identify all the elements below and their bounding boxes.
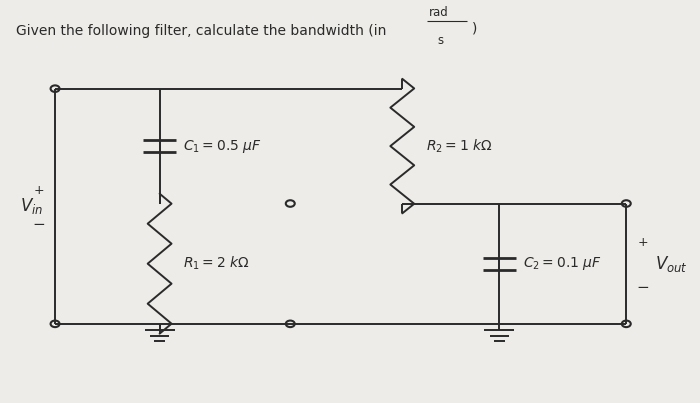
Text: $V_{in}$: $V_{in}$ <box>20 196 43 216</box>
Text: $R_2 = 1\ k\Omega$: $R_2 = 1\ k\Omega$ <box>426 137 493 155</box>
Text: $R_1 = 2\ k\Omega$: $R_1 = 2\ k\Omega$ <box>183 255 250 272</box>
Text: Given the following filter, calculate the bandwidth (in: Given the following filter, calculate th… <box>16 24 386 38</box>
Text: +: + <box>638 237 648 249</box>
Text: $-$: $-$ <box>636 278 650 293</box>
Text: $C_2 = 0.1\ \mu F$: $C_2 = 0.1\ \mu F$ <box>523 255 602 272</box>
Text: s: s <box>438 34 444 47</box>
Text: +: + <box>34 185 44 197</box>
Text: $V_{out}$: $V_{out}$ <box>654 253 687 274</box>
Text: ): ) <box>472 21 477 35</box>
Text: $C_1 = 0.5\ \mu F$: $C_1 = 0.5\ \mu F$ <box>183 137 262 155</box>
Text: rad: rad <box>428 6 448 19</box>
Text: $-$: $-$ <box>32 215 46 230</box>
